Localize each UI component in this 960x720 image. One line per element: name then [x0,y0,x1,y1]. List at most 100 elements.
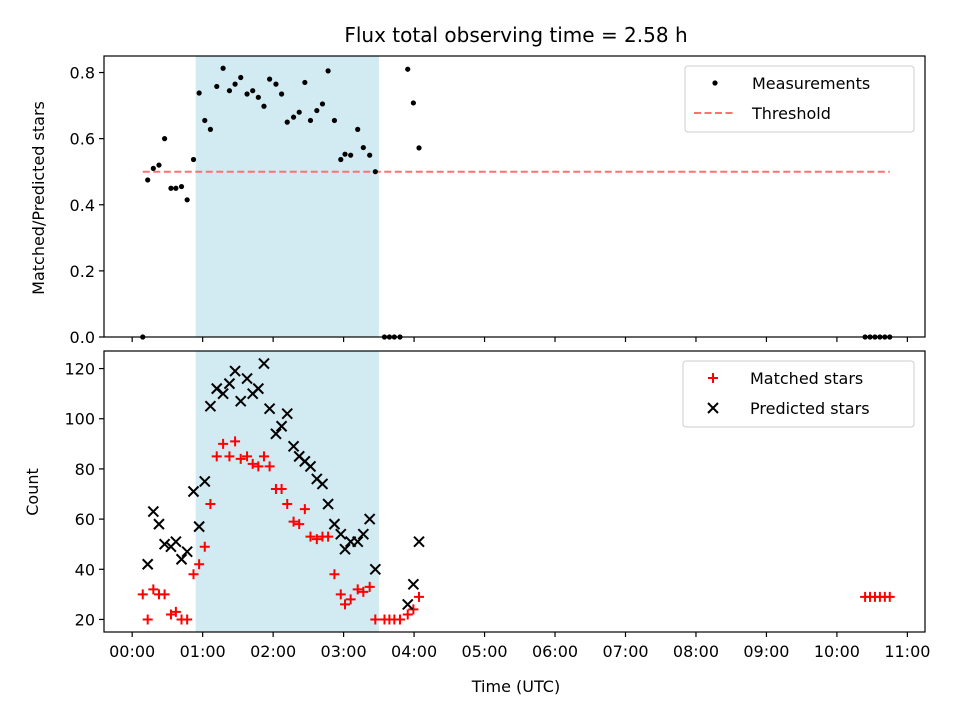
legend: Matched stars Predicted stars [682,360,915,428]
measurement-point [307,117,314,124]
predicted-star-point [235,395,247,407]
predicted-star-point [281,408,293,420]
predicted-star-point [413,535,425,548]
matched-star-point [224,451,235,462]
measurement-point [416,145,422,151]
legend-label: Measurements [752,74,870,93]
matched-star-point [370,614,381,625]
matched-star-point [414,591,425,602]
measurement-point [338,156,344,163]
measurement-point [184,197,190,203]
matched-star-point [258,451,269,462]
x-tick-label: 00:00 [109,642,155,661]
predicted-star-point [275,420,288,432]
measurement-point [173,185,179,191]
matched-star-point [142,614,153,625]
plot-frame [103,350,926,633]
matched-star-point [345,594,356,605]
measurement-point [190,156,197,163]
legend-dot-marker [712,80,718,86]
measurement-point [360,144,366,151]
x-tick-label: 06:00 [532,642,578,661]
x-tick-label: 02:00 [250,642,296,661]
measurement-point [355,126,361,132]
predicted-star-point [223,377,236,390]
measurement-point [302,79,308,86]
measurement-point [261,103,267,109]
predicted-star-point [339,543,351,555]
legend: Measurements Threshold [684,65,915,133]
predicted-star-point [170,535,182,548]
y-tick-label: 40 [75,560,95,579]
y-tick-label: 0.6 [70,130,95,149]
predicted-star-point [402,598,414,611]
measurement-point [314,107,320,114]
matched-star-point [299,504,310,515]
measurement-point [267,76,273,82]
matched-star-point [364,581,375,592]
matched-star-point [205,499,216,510]
matched-star-point [230,436,241,447]
predicted-star-point [316,478,329,490]
predicted-star-point [153,518,165,530]
x-axis-label: Time (UTC) [471,677,560,696]
predicted-star-point [158,538,171,550]
measurement-point [178,183,185,190]
predicted-star-point [229,365,241,377]
predicted-star-point [335,528,347,540]
measurement-point [156,162,162,168]
measurement-point [196,90,202,96]
predicted-star-point [217,387,229,400]
measurement-point [372,169,378,175]
measurement-point [207,126,214,132]
measurement-point [331,117,338,124]
measurement-point [367,152,373,158]
matched-star-point [199,541,210,552]
matched-star-point [264,461,275,472]
predicted-star-point [252,382,265,395]
predicted-star-point [258,357,270,370]
predicted-star-point [287,440,300,453]
predicted-star-point [199,475,211,488]
y-tick-label: 120 [64,360,95,379]
x-tick-label: 04:00 [391,642,437,661]
measurement-point [325,68,331,74]
matched-star-point [148,584,159,595]
predicted-star-point [328,518,341,530]
matched-star-point [218,438,229,449]
x-tick-label: 01:00 [180,642,226,661]
measurement-point [150,165,156,171]
legend-label: Matched stars [750,369,863,388]
predicted-star-point [322,498,334,510]
legend-label: Predicted stars [750,399,870,418]
matched-star-point [402,609,413,620]
legend-box [684,65,915,133]
measurement-point [348,152,354,158]
measurement-point [296,109,302,115]
matched-star-point [305,531,316,542]
legend-box [682,360,915,428]
x-tick-label: 03:00 [321,642,367,661]
matched-star-point [137,589,148,600]
predicted-star-point [407,578,420,591]
y-tick-label: 60 [75,510,95,529]
predicted-star-point [147,505,160,518]
matched-star-point [335,589,346,600]
legend-label: Threshold [751,104,831,123]
x-tick-label: 07:00 [602,642,648,661]
matched-star-point [159,589,170,600]
x-tick-label: 05:00 [461,642,507,661]
measurement-point [319,101,326,107]
chart-title: Flux total observing time = 2.58 h [344,23,687,47]
measurement-point [214,83,220,90]
measurement-point [290,114,297,120]
predicted-star-point [193,520,205,533]
predicted-star-point [351,535,364,548]
predicted-star-point [241,372,253,385]
predicted-star-point [181,546,193,558]
y-tick-label: 0.8 [70,64,95,83]
measurement-point [284,119,290,125]
matched-star-point [329,569,340,580]
bottom-y-axis-label: Count [23,468,42,516]
